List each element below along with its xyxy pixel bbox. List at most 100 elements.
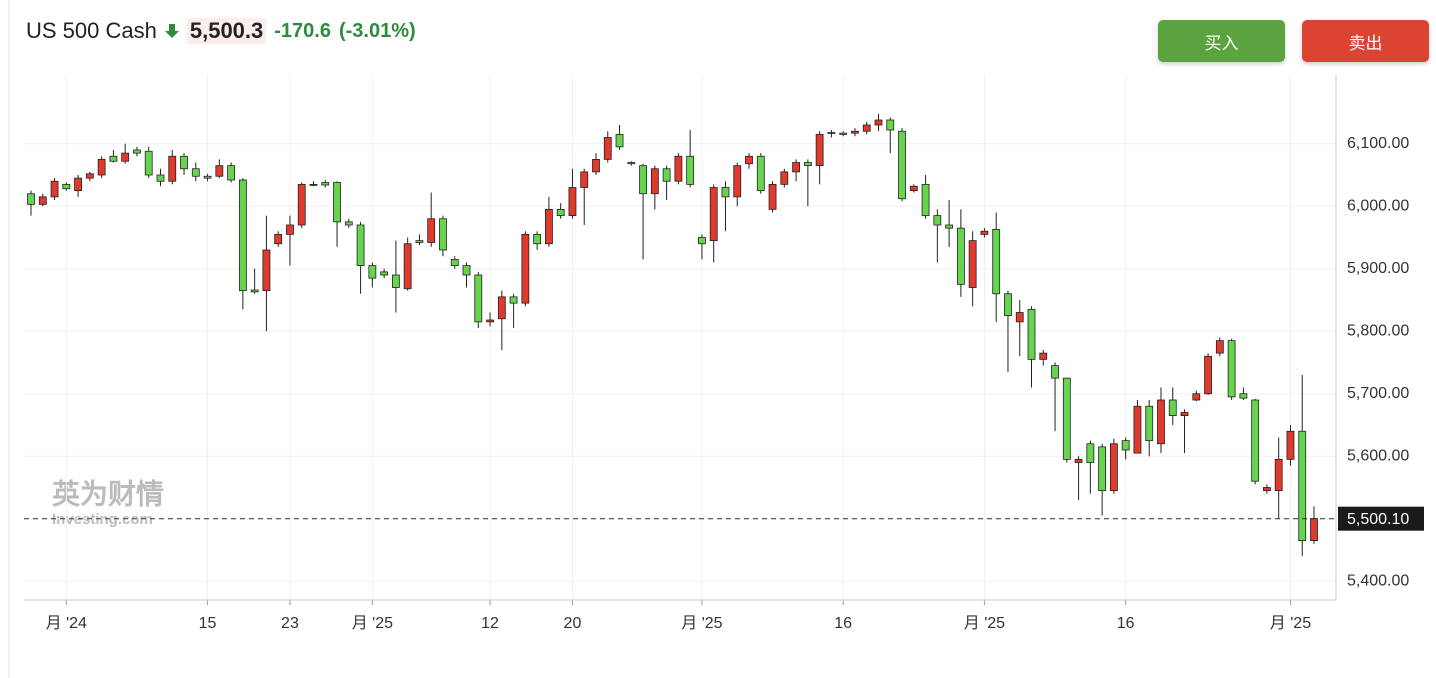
candle-body — [1168, 399, 1177, 417]
candle-body — [1062, 377, 1071, 460]
candle-body — [980, 230, 989, 235]
change-pct: (-3.01%) — [338, 19, 416, 42]
candle-body — [1074, 458, 1083, 463]
candle-body — [262, 249, 271, 292]
candle-body — [133, 149, 141, 154]
candle-body — [250, 289, 259, 293]
candle-body — [97, 158, 106, 176]
candle-body — [1192, 393, 1201, 401]
candle-body — [297, 183, 306, 226]
candle-body — [639, 165, 647, 195]
candle-body — [203, 175, 212, 179]
candle-body — [509, 296, 518, 304]
x-tick-label: 月 '25 — [352, 615, 393, 632]
candle-body — [121, 152, 130, 162]
candle-body — [756, 155, 765, 192]
y-tick-label: 6,000.00 — [1347, 197, 1409, 214]
y-tick-label: 5,800.00 — [1347, 322, 1409, 339]
candle-body — [38, 196, 47, 205]
candle-body — [50, 180, 59, 198]
candle-body — [827, 132, 836, 134]
candle-body — [286, 224, 294, 235]
candle-body — [1145, 405, 1154, 442]
candle-body — [415, 240, 424, 243]
candle-body — [1121, 440, 1130, 451]
x-tick-label: 月 '25 — [681, 615, 722, 632]
candle-body — [427, 218, 436, 243]
x-tick-label: 15 — [199, 615, 217, 632]
candle-body — [391, 274, 400, 288]
candle-body — [556, 208, 565, 217]
x-tick-label: 12 — [481, 615, 499, 632]
candle-body — [956, 227, 965, 285]
x-tick-label: 月 '25 — [1270, 615, 1311, 632]
buy-button[interactable]: 买入 — [1158, 20, 1285, 62]
candle-body — [1227, 340, 1236, 398]
candle-body — [439, 218, 447, 251]
candle-body — [1286, 430, 1295, 460]
candle-body — [615, 133, 624, 148]
current-price-label: 5,500.10 — [1347, 511, 1409, 528]
candle-body — [474, 274, 483, 323]
sell-button[interactable]: 卖出 — [1302, 20, 1429, 62]
candle-body — [698, 237, 706, 245]
candle-body — [686, 155, 695, 185]
candle-body — [497, 296, 506, 320]
x-tick-label: 16 — [834, 615, 852, 632]
candle-body — [1004, 293, 1012, 317]
candle-body — [368, 265, 377, 279]
candle-body — [792, 162, 800, 173]
y-tick-label: 6,100.00 — [1347, 135, 1409, 152]
candle-body — [521, 233, 530, 304]
candle-body — [803, 162, 812, 167]
candle-body — [780, 171, 789, 185]
price: 5,500.3 — [186, 18, 267, 44]
candle-body — [909, 185, 918, 192]
candle-body — [921, 183, 930, 217]
candle-body — [815, 133, 824, 167]
candle-body — [1263, 487, 1271, 492]
candle-body — [933, 215, 942, 226]
candle-body — [380, 271, 389, 276]
candle-body — [603, 137, 612, 160]
candle-body — [144, 150, 153, 176]
y-tick-label: 5,600.00 — [1347, 447, 1409, 464]
x-tick-label: 月 '24 — [46, 615, 87, 632]
candle-body — [545, 208, 553, 245]
candle-body — [1086, 443, 1095, 463]
candle-body — [74, 177, 82, 192]
candle-body — [839, 132, 848, 135]
candle-body — [674, 155, 683, 182]
watermark-cn: 英为财情 — [52, 478, 164, 509]
candle-body — [1251, 399, 1260, 482]
candle-body — [1098, 446, 1107, 492]
candle-body — [1051, 365, 1059, 379]
x-tick-label: 20 — [564, 615, 582, 632]
candle-body — [85, 173, 94, 179]
candle-body — [886, 119, 895, 131]
candle-body — [27, 193, 35, 205]
x-tick-label: 23 — [281, 615, 299, 632]
y-tick-label: 5,700.00 — [1347, 385, 1409, 402]
candle-body — [862, 124, 871, 132]
candle-body — [168, 155, 177, 182]
candle-body — [580, 171, 589, 188]
candle-body — [851, 130, 859, 134]
candle-body — [650, 168, 659, 195]
candle-body — [1298, 430, 1307, 542]
candle-body — [486, 319, 494, 323]
candle-body — [191, 168, 200, 177]
candle-body — [709, 187, 718, 242]
candle-body — [992, 228, 1001, 295]
x-tick-label: 月 '25 — [964, 615, 1005, 632]
candle-body — [344, 221, 353, 226]
candle-body — [768, 183, 777, 210]
watermark-en: Investing.com — [52, 511, 153, 528]
candle-body — [180, 155, 188, 170]
y-tick-label: 5,500.00 — [1347, 510, 1409, 527]
candle-body — [1039, 352, 1048, 360]
candle-body — [1015, 312, 1024, 323]
candle-body — [156, 174, 165, 182]
